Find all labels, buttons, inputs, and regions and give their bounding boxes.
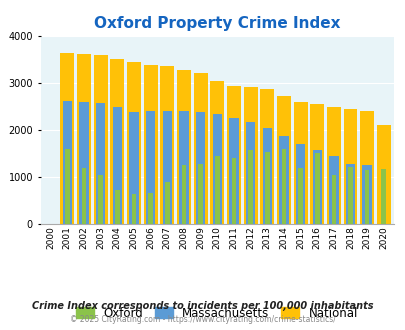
Bar — [326, 107, 340, 224]
Bar — [328, 156, 338, 224]
Bar — [297, 168, 302, 224]
Bar — [262, 127, 271, 224]
Bar — [276, 96, 290, 224]
Bar — [376, 125, 390, 224]
Bar — [131, 194, 136, 224]
Bar — [79, 102, 88, 224]
Bar — [164, 182, 169, 224]
Bar — [179, 111, 188, 224]
Bar — [60, 53, 74, 224]
Bar — [226, 86, 240, 224]
Bar — [312, 149, 321, 224]
Bar — [96, 103, 105, 224]
Bar — [210, 81, 224, 224]
Bar — [245, 122, 255, 224]
Bar — [214, 156, 219, 224]
Bar — [198, 164, 202, 224]
Bar — [264, 151, 269, 224]
Title: Oxford Property Crime Index: Oxford Property Crime Index — [94, 16, 340, 31]
Bar — [143, 65, 157, 224]
Bar — [345, 164, 354, 224]
Bar — [229, 118, 238, 224]
Bar — [293, 102, 307, 224]
Bar — [193, 73, 207, 224]
Bar — [93, 55, 107, 224]
Bar — [347, 167, 352, 224]
Bar — [364, 170, 369, 224]
Text: Crime Index corresponds to incidents per 100,000 inhabitants: Crime Index corresponds to incidents per… — [32, 301, 373, 311]
Bar — [62, 101, 72, 224]
Bar — [98, 175, 102, 224]
Bar — [281, 149, 286, 224]
Bar — [279, 137, 288, 224]
Bar — [362, 165, 371, 224]
Bar — [381, 169, 385, 224]
Bar — [309, 104, 323, 224]
Bar — [65, 149, 69, 224]
Bar — [343, 109, 357, 224]
Bar — [181, 165, 186, 224]
Bar — [162, 111, 171, 224]
Bar — [231, 158, 236, 224]
Bar — [110, 59, 124, 224]
Bar — [247, 150, 252, 224]
Legend: Oxford, Massachusetts, National: Oxford, Massachusetts, National — [72, 302, 362, 324]
Bar — [115, 190, 119, 224]
Bar — [359, 111, 373, 224]
Bar — [77, 54, 91, 224]
Bar — [260, 89, 273, 224]
Bar — [112, 107, 122, 224]
Bar — [243, 87, 257, 224]
Bar — [145, 111, 155, 224]
Bar — [295, 144, 305, 224]
Bar — [195, 112, 205, 224]
Bar — [160, 66, 174, 224]
Bar — [127, 62, 141, 224]
Bar — [148, 193, 153, 224]
Bar — [129, 113, 138, 224]
Text: © 2025 CityRating.com - https://www.cityrating.com/crime-statistics/: © 2025 CityRating.com - https://www.city… — [70, 315, 335, 324]
Bar — [314, 153, 319, 224]
Bar — [177, 70, 190, 224]
Bar — [331, 176, 335, 224]
Bar — [81, 168, 86, 224]
Bar — [212, 114, 221, 224]
